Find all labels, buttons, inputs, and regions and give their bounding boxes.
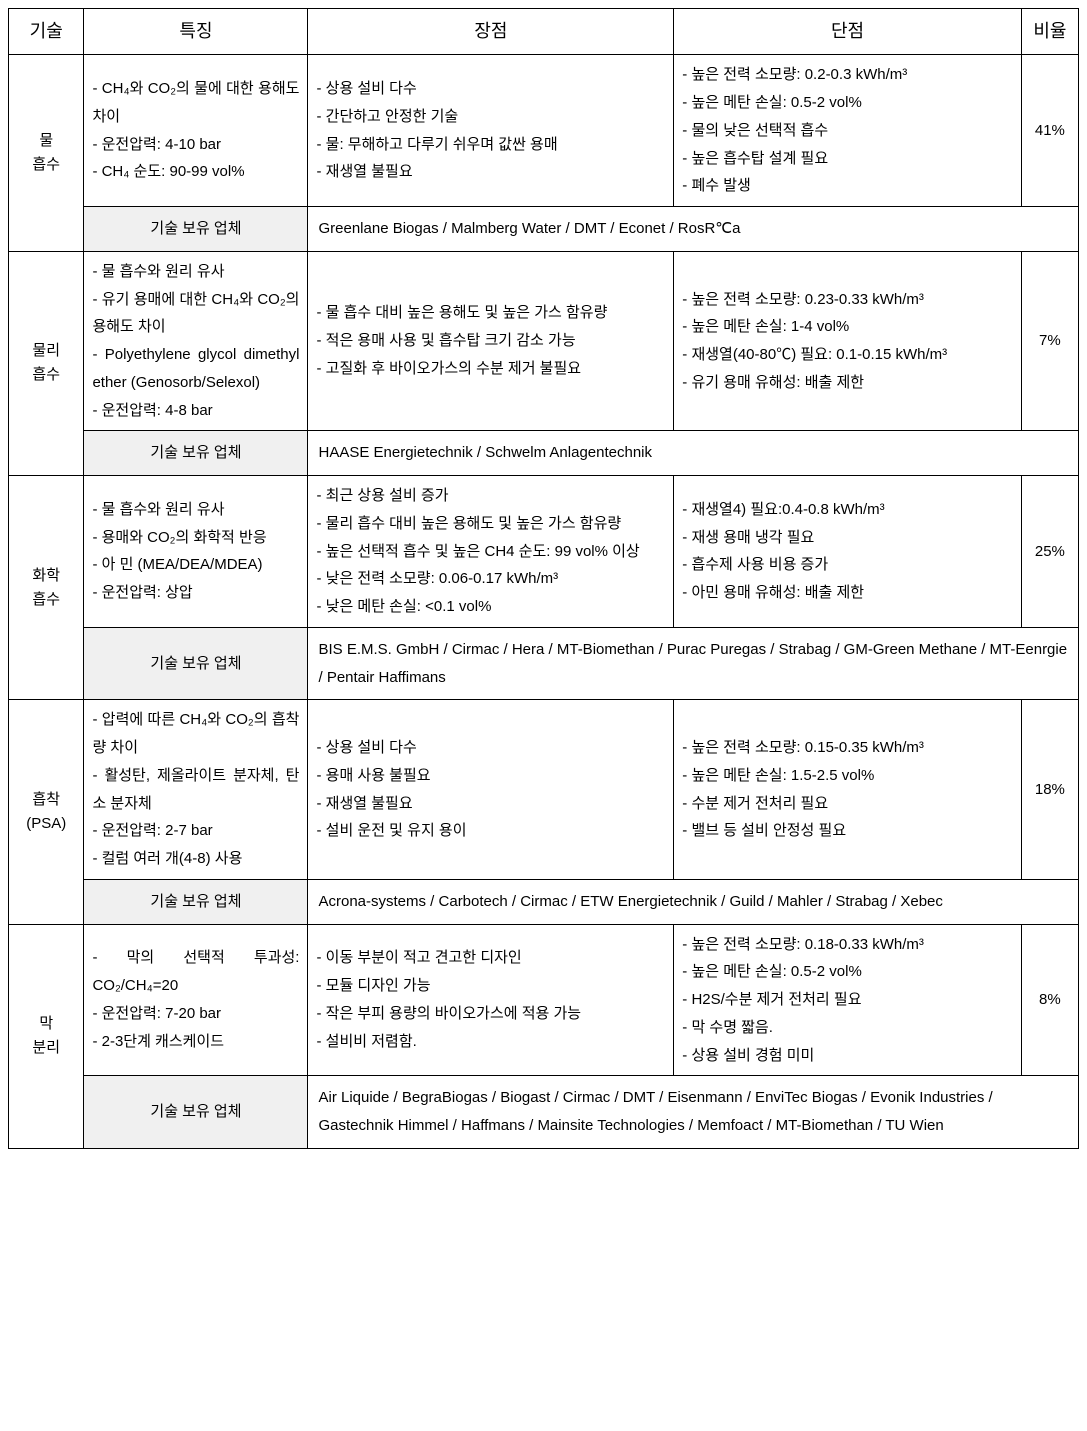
table-row: 물 흡수- CH₄와 CO₂의 물에 대한 용해도 차이 - 운전압력: 4-1…: [9, 55, 1079, 207]
tech-cell: 막 분리: [9, 924, 84, 1148]
tech-cell: 물리 흡수: [9, 251, 84, 475]
tech-cell: 물 흡수: [9, 55, 84, 252]
disadvantages-cell: - 높은 전력 소모량: 0.2-0.3 kWh/m³ - 높은 메탄 손실: …: [674, 55, 1022, 207]
disadvantages-cell: - 재생열4) 필요:0.4-0.8 kWh/m³ - 재생 용매 냉각 필요 …: [674, 476, 1022, 628]
vendor-label-cell: 기술 보유 업체: [84, 879, 308, 924]
vendor-list-cell: Air Liquide / BegraBiogas / Biogast / Ci…: [308, 1076, 1079, 1149]
header-ratio: 비율: [1021, 9, 1078, 55]
header-disadvantages: 단점: [674, 9, 1022, 55]
ratio-cell: 18%: [1021, 700, 1078, 880]
vendor-row: 기술 보유 업체HAASE Energietechnik / Schwelm A…: [9, 431, 1079, 476]
advantages-cell: - 상용 설비 다수 - 간단하고 안정한 기술 - 물: 무해하고 다루기 쉬…: [308, 55, 674, 207]
vendor-label-cell: 기술 보유 업체: [84, 627, 308, 700]
ratio-cell: 8%: [1021, 924, 1078, 1076]
disadvantages-cell: - 높은 전력 소모량: 0.15-0.35 kWh/m³ - 높은 메탄 손실…: [674, 700, 1022, 880]
features-cell: - 물 흡수와 원리 유사 - 유기 용매에 대한 CH₄와 CO₂의 용해도 …: [84, 251, 308, 431]
disadvantages-cell: - 높은 전력 소모량: 0.23-0.33 kWh/m³ - 높은 메탄 손실…: [674, 251, 1022, 431]
advantages-cell: - 상용 설비 다수 - 용매 사용 불필요 - 재생열 불필요 - 설비 운전…: [308, 700, 674, 880]
header-advantages: 장점: [308, 9, 674, 55]
table-row: 막 분리- 막의 선택적 투과성: CO₂/CH₄=20 - 운전압력: 7-2…: [9, 924, 1079, 1076]
ratio-cell: 25%: [1021, 476, 1078, 628]
table-body: 물 흡수- CH₄와 CO₂의 물에 대한 용해도 차이 - 운전압력: 4-1…: [9, 55, 1079, 1149]
features-cell: - CH₄와 CO₂의 물에 대한 용해도 차이 - 운전압력: 4-10 ba…: [84, 55, 308, 207]
header-row: 기술 특징 장점 단점 비율: [9, 9, 1079, 55]
table-row: 흡착 (PSA)- 압력에 따른 CH₄와 CO₂의 흡착량 차이 - 활성탄,…: [9, 700, 1079, 880]
vendor-row: 기술 보유 업체Air Liquide / BegraBiogas / Biog…: [9, 1076, 1079, 1149]
vendor-label-cell: 기술 보유 업체: [84, 207, 308, 252]
ratio-cell: 41%: [1021, 55, 1078, 207]
vendor-list-cell: HAASE Energietechnik / Schwelm Anlagente…: [308, 431, 1079, 476]
table-row: 물리 흡수- 물 흡수와 원리 유사 - 유기 용매에 대한 CH₄와 CO₂의…: [9, 251, 1079, 431]
disadvantages-cell: - 높은 전력 소모량: 0.18-0.33 kWh/m³ - 높은 메탄 손실…: [674, 924, 1022, 1076]
vendor-label-cell: 기술 보유 업체: [84, 431, 308, 476]
ratio-cell: 7%: [1021, 251, 1078, 431]
vendor-list-cell: Acrona-systems / Carbotech / Cirmac / ET…: [308, 879, 1079, 924]
vendor-label-cell: 기술 보유 업체: [84, 1076, 308, 1149]
vendor-row: 기술 보유 업체Greenlane Biogas / Malmberg Wate…: [9, 207, 1079, 252]
vendor-list-cell: BIS E.M.S. GmbH / Cirmac / Hera / MT-Bio…: [308, 627, 1079, 700]
tech-cell: 흡착 (PSA): [9, 700, 84, 924]
vendor-list-cell: Greenlane Biogas / Malmberg Water / DMT …: [308, 207, 1079, 252]
tech-cell: 화학 흡수: [9, 476, 84, 700]
features-cell: - 막의 선택적 투과성: CO₂/CH₄=20 - 운전압력: 7-20 ba…: [84, 924, 308, 1076]
advantages-cell: - 최근 상용 설비 증가 - 물리 흡수 대비 높은 용해도 및 높은 가스 …: [308, 476, 674, 628]
vendor-row: 기술 보유 업체Acrona-systems / Carbotech / Cir…: [9, 879, 1079, 924]
advantages-cell: - 이동 부분이 적고 견고한 디자인 - 모듈 디자인 가능 - 작은 부피 …: [308, 924, 674, 1076]
header-features: 특징: [84, 9, 308, 55]
table-row: 화학 흡수- 물 흡수와 원리 유사 - 용매와 CO₂의 화학적 반응 - 아…: [9, 476, 1079, 628]
biogas-tech-table: 기술 특징 장점 단점 비율 물 흡수- CH₄와 CO₂의 물에 대한 용해도…: [8, 8, 1079, 1149]
features-cell: - 물 흡수와 원리 유사 - 용매와 CO₂의 화학적 반응 - 아 민 (M…: [84, 476, 308, 628]
header-tech: 기술: [9, 9, 84, 55]
advantages-cell: - 물 흡수 대비 높은 용해도 및 높은 가스 함유량 - 적은 용매 사용 …: [308, 251, 674, 431]
features-cell: - 압력에 따른 CH₄와 CO₂의 흡착량 차이 - 활성탄, 제올라이트 분…: [84, 700, 308, 880]
vendor-row: 기술 보유 업체BIS E.M.S. GmbH / Cirmac / Hera …: [9, 627, 1079, 700]
